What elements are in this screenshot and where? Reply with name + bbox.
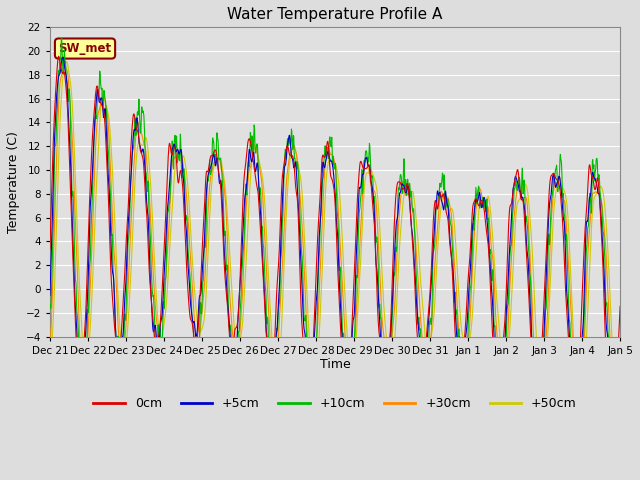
Text: SW_met: SW_met — [58, 42, 111, 55]
Y-axis label: Temperature (C): Temperature (C) — [7, 131, 20, 233]
Title: Water Temperature Profile A: Water Temperature Profile A — [227, 7, 443, 22]
Legend: 0cm, +5cm, +10cm, +30cm, +50cm: 0cm, +5cm, +10cm, +30cm, +50cm — [88, 393, 582, 415]
X-axis label: Time: Time — [319, 359, 350, 372]
